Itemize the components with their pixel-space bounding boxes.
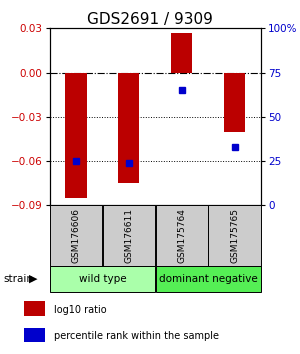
Text: GSM176606: GSM176606 [71, 208, 80, 263]
Text: GSM176611: GSM176611 [124, 208, 133, 263]
Text: GSM175764: GSM175764 [177, 208, 186, 263]
Text: wild type: wild type [79, 274, 126, 284]
Text: percentile rank within the sample: percentile rank within the sample [54, 331, 219, 342]
Text: dominant negative: dominant negative [159, 274, 257, 284]
Text: strain: strain [3, 274, 33, 284]
Bar [224, 73, 245, 132]
Bar [118, 73, 140, 183]
Bar [155, 205, 208, 266]
Text: log10 ratio: log10 ratio [54, 305, 106, 315]
Text: GDS2691 / 9309: GDS2691 / 9309 [87, 12, 213, 27]
Bar [155, 266, 261, 292]
Bar [171, 33, 192, 73]
Bar [50, 266, 155, 292]
Bar [50, 205, 102, 266]
Text: ▶: ▶ [29, 274, 37, 284]
Bar [208, 205, 261, 266]
Bar [103, 205, 155, 266]
Text: GSM175765: GSM175765 [230, 208, 239, 263]
Bar [24, 302, 45, 316]
Bar [24, 328, 45, 342]
Bar [65, 73, 86, 198]
